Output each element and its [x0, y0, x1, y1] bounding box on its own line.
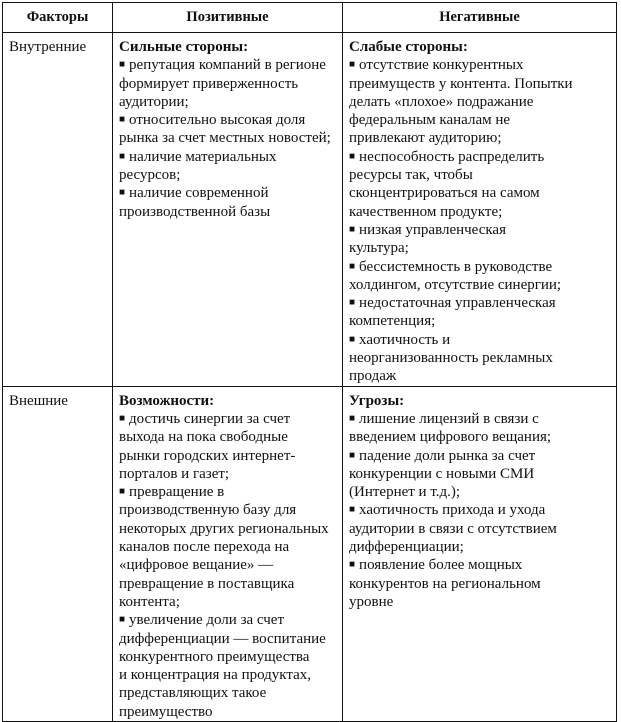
bullet-icon: ■ [349, 559, 356, 571]
bullet-icon: ■ [119, 614, 126, 626]
bullet-icon: ■ [349, 223, 356, 235]
bullet-icon: ■ [349, 449, 356, 461]
bullet-icon: ■ [349, 150, 356, 162]
list-item: ■ бессистемность в руководстве холдингом,… [349, 258, 610, 295]
cell-heading: Сильные стороны: [119, 39, 249, 55]
list-item-text: неспособность распределить ресурсы так, … [349, 148, 545, 220]
list-item: ■ появление более мощных конкурентов на р… [349, 556, 610, 611]
list-item-text: относительно высокая доля рынка за счет … [119, 112, 331, 147]
strengths-cell: Сильные стороны: ■ репутация компаний в ре… [112, 32, 343, 387]
list-item-text: увеличение доли за счет дифференциации —… [119, 612, 326, 720]
header-negative: Негативные [342, 2, 617, 33]
list-item-text: низкая управленческая культура; [349, 221, 506, 257]
list-item: ■ достичь синергии за счет выхода на пока… [119, 410, 336, 483]
list-item: ■ репутация компаний в регионе формирует … [119, 56, 336, 111]
table-row-internal: Внутренние Сильные стороны: ■ репутация ко… [2, 32, 617, 387]
table-row-external: Внешние Возможности: ■ достичь синергии за… [2, 385, 617, 722]
factor-cell: Внутренние [2, 32, 113, 387]
list-item-text: хаотичность и неорганизованность рекламн… [349, 331, 553, 385]
list-item: ■ недостаточная управленческая компетенци… [349, 294, 610, 331]
list-item-text: превращение в производственную базу для … [119, 484, 329, 610]
threats-cell: Угрозы: ■ лишение лицензий в связи с введе… [342, 385, 617, 722]
bullet-icon: ■ [349, 59, 356, 71]
bullet-icon: ■ [349, 412, 356, 424]
list-item-text: достичь синергии за счет выхода на пока … [119, 410, 296, 482]
factor-cell: Внешние [2, 385, 113, 722]
bullet-icon: ■ [119, 486, 126, 498]
list-item: ■ падение доли рынка за счет конкуренции … [349, 447, 610, 502]
bullet-icon: ■ [119, 412, 126, 424]
bullet-icon: ■ [349, 333, 356, 345]
weaknesses-cell: Слабые стороны: ■ отсутствие конкурентных … [342, 32, 617, 387]
header-positive: Позитивные [112, 2, 343, 33]
list-item: ■ наличие материальных ресурсов; [119, 148, 336, 185]
list-item-text: хаотичность прихода и ухода аудитории в … [349, 502, 557, 556]
bullet-icon: ■ [349, 260, 356, 272]
list-item-text: падение доли рынка за счет конкуренции с… [349, 447, 536, 501]
list-item-text: появление более мощных конкурентов на ре… [349, 557, 541, 610]
bullet-icon: ■ [349, 504, 356, 516]
cell-heading: Возможности: [119, 392, 215, 409]
cell-heading: Угрозы: [349, 392, 405, 409]
list-item: ■ превращение в производственную базу для… [119, 483, 336, 611]
list-item-text: наличие материальных ресурсов; [119, 148, 277, 184]
list-item: ■ хаотичность и неорганизованность реклам… [349, 331, 610, 386]
bullet-icon: ■ [119, 150, 126, 162]
list-item-text: бессистемность в руководстве холдингом, … [349, 258, 562, 293]
list-item-text: лишение лицензий в связи с введением циф… [349, 410, 552, 446]
list-item-text: отсутствие конкурентных преимуществ у ко… [349, 57, 573, 147]
list-item: ■ низкая управленческая культура; [349, 221, 610, 258]
opportunities-cell: Возможности: ■ достичь синергии за счет вы… [112, 385, 343, 722]
header-factors: Факторы [2, 2, 113, 33]
header-row: Факторы Позитивные Негативные [2, 2, 617, 33]
list-item-text: недостаточная управленческая компетенция… [349, 295, 556, 330]
list-item-text: репутация компаний в регионе формирует п… [119, 57, 326, 110]
list-item: ■ увеличение доли за счет дифференциации … [119, 611, 336, 721]
cell-heading: Слабые стороны: [349, 39, 468, 55]
bullet-icon: ■ [119, 114, 126, 126]
list-item: ■ неспособность распределить ресурсы так,… [349, 148, 610, 221]
list-item: ■ хаотичность прихода и ухода аудитории в… [349, 501, 610, 556]
list-item: ■ относительно высокая доля рынка за счет… [119, 111, 336, 148]
bullet-icon: ■ [119, 59, 126, 71]
list-item: ■ наличие современной производственной ба… [119, 184, 336, 221]
list-item: ■ отсутствие конкурентных преимуществ у к… [349, 56, 610, 147]
bullet-icon: ■ [349, 297, 356, 309]
list-item: ■ лишение лицензий в связи с введением ци… [349, 410, 610, 447]
bullet-icon: ■ [119, 187, 126, 199]
list-item-text: наличие современной производственной баз… [119, 185, 271, 220]
